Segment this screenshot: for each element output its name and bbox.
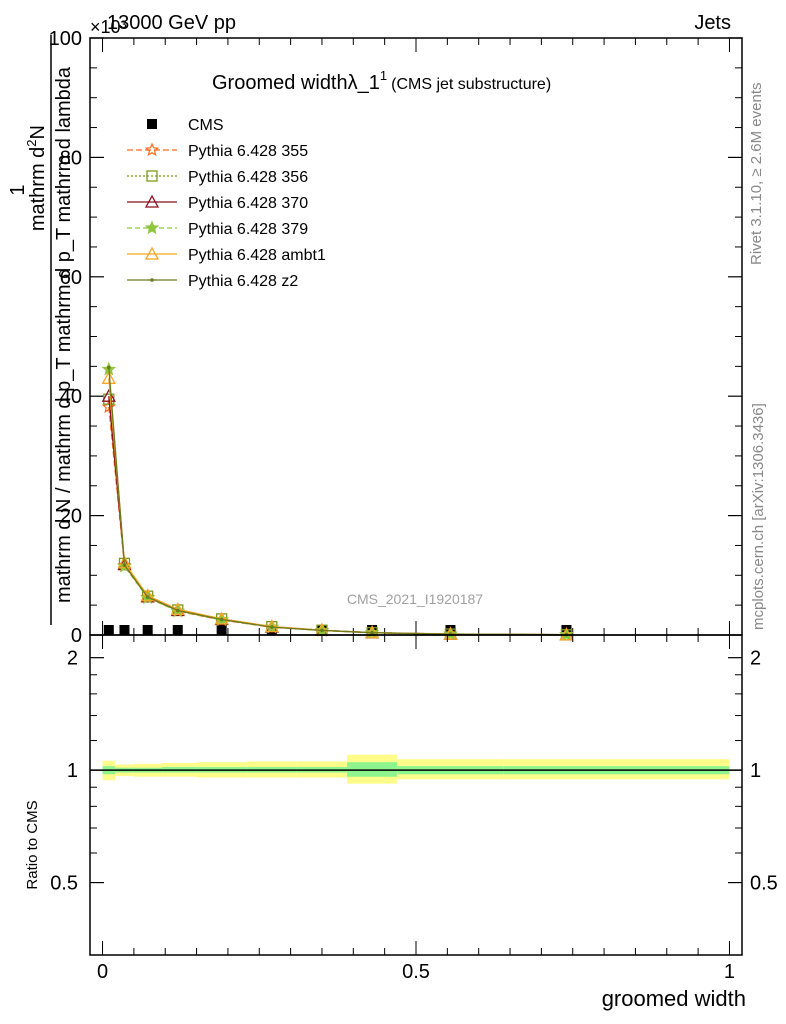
legend-label: Pythia 6.428 356 bbox=[188, 169, 308, 186]
data-point bbox=[122, 563, 127, 567]
plot-title-sub: (CMS jet substructure) bbox=[391, 76, 551, 93]
legend-entry: Pythia 6.428 z2 bbox=[127, 273, 298, 290]
y-tick-label: 0 bbox=[71, 625, 82, 647]
data-point bbox=[320, 628, 324, 633]
legend-label: CMS bbox=[188, 117, 224, 134]
series-line bbox=[108, 378, 567, 636]
data-point bbox=[140, 588, 155, 602]
y-label-numerator-text: mathrm d2N bbox=[24, 125, 49, 231]
data-point bbox=[175, 608, 180, 613]
ratio-y-tick-label: 1 bbox=[67, 760, 78, 782]
series-2 bbox=[103, 393, 573, 641]
series-1 bbox=[101, 399, 574, 641]
legend-entry: CMS bbox=[147, 117, 224, 134]
data-point bbox=[101, 370, 116, 384]
x-axis-label: groomed width bbox=[602, 986, 746, 1011]
data-point bbox=[146, 170, 158, 182]
data-point bbox=[101, 399, 116, 414]
x-tick-label: 0 bbox=[97, 961, 108, 983]
y-exponent-label: ×10³ bbox=[90, 17, 127, 37]
main-series bbox=[101, 361, 574, 641]
ratio-y-tick-label: 0.5 bbox=[50, 873, 78, 895]
legend: CMS Pythia 6.428 355 Pythia 6.428 356 Pythi… bbox=[127, 117, 326, 290]
x-tick-label: 0.5 bbox=[402, 961, 430, 983]
data-point bbox=[142, 625, 153, 635]
legend-label: Pythia 6.428 ambt1 bbox=[188, 247, 326, 264]
y-tick-label: 80 bbox=[60, 147, 82, 169]
data-point bbox=[144, 246, 160, 260]
data-point bbox=[107, 365, 111, 370]
rivet-label: Rivet 3.1.10, ≥ 2.6M events bbox=[748, 83, 765, 266]
mcplots-label: mcplots.cern.ch [arXiv:1306.3436] bbox=[750, 403, 767, 630]
y-label-numerator: 1 bbox=[7, 184, 29, 195]
plot-title-sup: 1 bbox=[380, 68, 387, 83]
data-point bbox=[144, 142, 160, 157]
data-point bbox=[144, 194, 160, 208]
series-0 bbox=[103, 625, 572, 635]
data-point bbox=[145, 595, 150, 599]
series-3 bbox=[101, 388, 574, 641]
data-point bbox=[117, 555, 132, 569]
energy-label: 13000 GeV pp bbox=[107, 12, 236, 34]
y-tick-label: 40 bbox=[60, 386, 82, 408]
series-line bbox=[108, 367, 567, 636]
ratio-plot-frame bbox=[89, 634, 743, 956]
plot-title: Groomed widthλ_11(CMS jet substructure) bbox=[212, 68, 551, 94]
y-tick-label: 100 bbox=[49, 28, 82, 50]
ratio-bands bbox=[90, 754, 742, 784]
ratio-y-tick-label-right: 1 bbox=[750, 760, 761, 782]
series-line bbox=[108, 406, 567, 636]
ratio-ticks: 0.5 0.5 1 1 2 2 0 0.5 1 bbox=[50, 635, 778, 983]
series-5 bbox=[101, 370, 574, 641]
data-point bbox=[150, 278, 154, 282]
analysis-label: CMS_2021_I1920187 bbox=[347, 591, 483, 607]
data-point bbox=[216, 625, 227, 635]
legend-entry: Pythia 6.428 356 bbox=[127, 169, 308, 186]
data-point bbox=[103, 625, 114, 635]
series-line bbox=[108, 399, 567, 636]
series-line bbox=[108, 369, 567, 636]
legend-entry: Pythia 6.428 379 bbox=[127, 220, 308, 238]
ratio-y-axis-label: Ratio to CMS bbox=[24, 800, 41, 889]
legend-label: Pythia 6.428 z2 bbox=[188, 273, 298, 290]
legend-label: Pythia 6.428 355 bbox=[188, 143, 308, 160]
legend-label: Pythia 6.428 379 bbox=[188, 221, 308, 238]
legend-entry: Pythia 6.428 ambt1 bbox=[127, 246, 326, 264]
data-point bbox=[101, 388, 116, 402]
data-point bbox=[119, 625, 130, 635]
process-label: Jets bbox=[694, 12, 731, 34]
data-point bbox=[370, 630, 374, 635]
series-4 bbox=[101, 361, 574, 641]
ratio-y-tick-label-right: 2 bbox=[750, 648, 761, 670]
plot-title-main: Groomed widthλ_11(CMS jet substructure) bbox=[212, 68, 551, 94]
data-point bbox=[144, 220, 160, 235]
data-point bbox=[172, 625, 183, 635]
legend-label: Pythia 6.428 370 bbox=[188, 195, 308, 212]
y-axis-label: 1 mathrm d2N mathrm d N / mathrm d p_T m… bbox=[7, 35, 75, 625]
y-tick-label: 20 bbox=[60, 506, 82, 528]
data-point bbox=[147, 119, 157, 129]
data-point bbox=[270, 625, 274, 629]
y-tick-label: 60 bbox=[60, 267, 82, 289]
data-point bbox=[219, 617, 224, 622]
ratio-y-tick-label: 2 bbox=[67, 648, 78, 670]
y-label-denominator: mathrm d N / mathrm d p_T mathrm d p_T m… bbox=[53, 66, 75, 603]
series-6 bbox=[107, 365, 569, 637]
ratio-y-tick-label-right: 0.5 bbox=[750, 873, 778, 895]
legend-entry: Pythia 6.428 370 bbox=[127, 194, 308, 212]
x-tick-label: 1 bbox=[724, 961, 735, 983]
series-line bbox=[108, 396, 567, 636]
legend-entry: Pythia 6.428 355 bbox=[127, 142, 308, 160]
